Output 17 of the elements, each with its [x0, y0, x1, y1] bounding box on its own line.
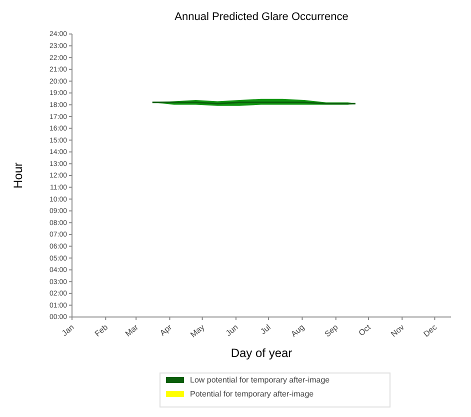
x-tick-label: Nov — [389, 322, 406, 339]
y-axis-title: Hour — [11, 162, 25, 189]
x-tick-label: Aug — [289, 322, 306, 339]
x-tick-label: Jul — [258, 322, 273, 336]
x-axis-title: Day of year — [230, 346, 292, 360]
x-tick-label: May — [188, 322, 206, 340]
x-tick-label: Sep — [323, 322, 340, 339]
chart-title: Annual Predicted Glare Occurrence — [174, 11, 348, 23]
x-tick-label: Jun — [224, 322, 240, 338]
legend-label: Potential for temporary after-image — [190, 390, 314, 399]
x-tick-label: Feb — [93, 322, 110, 338]
x-tick-label: Dec — [422, 322, 439, 339]
x-tick-label: Oct — [357, 322, 373, 338]
x-tick-label: Jan — [60, 322, 76, 338]
legend-label: Low potential for temporary after-image — [190, 376, 330, 385]
x-tick-label: Apr — [158, 322, 174, 338]
x-tick-label: Mar — [124, 322, 140, 338]
